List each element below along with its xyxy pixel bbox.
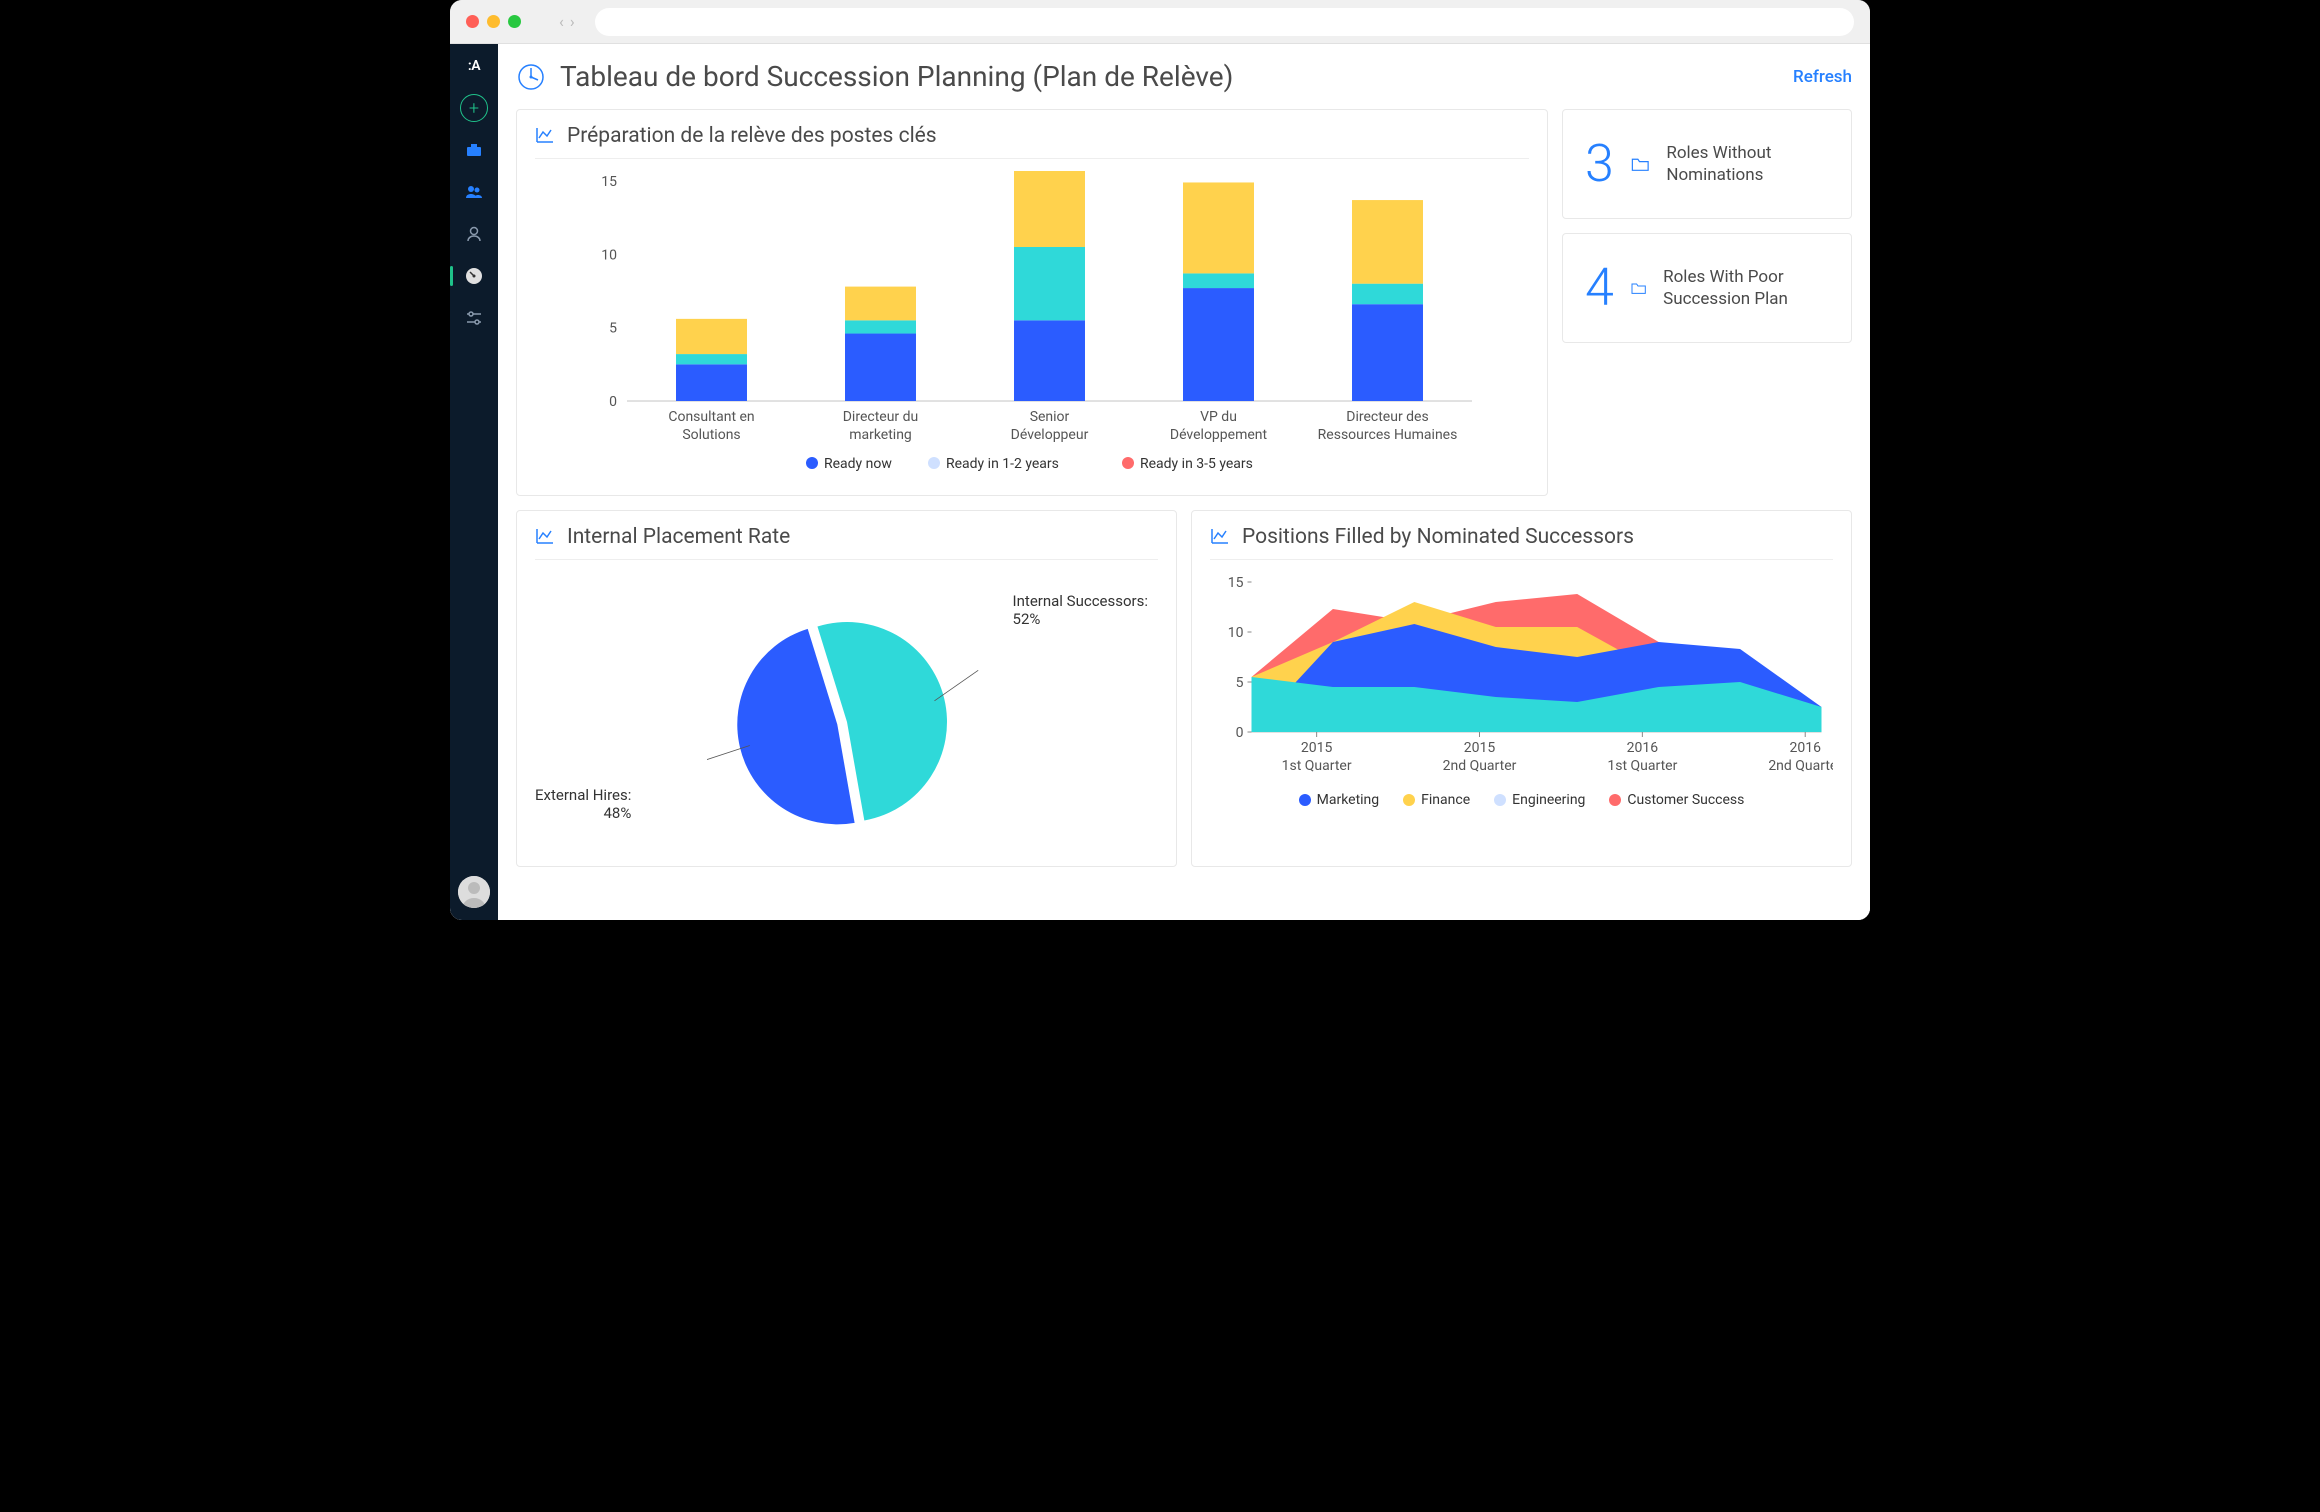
svg-text:Directeur du: Directeur du [843,409,919,425]
bar-chart-title: Préparation de la relève des postes clés [567,124,937,148]
stat-value: 3 [1585,138,1614,190]
pie-chart-card: Internal Placement Rate Internal Success… [516,510,1177,867]
sidebar-item-profile[interactable] [460,220,488,248]
back-arrow-icon[interactable]: ‹ [559,12,564,31]
legend-item: Finance [1403,792,1470,808]
stat-card-no-nominations[interactable]: 3 Roles Without Nominations [1562,109,1852,219]
svg-text:Ready in 1-2 years: Ready in 1-2 years [946,456,1059,472]
pie-chart-title: Internal Placement Rate [567,525,790,549]
refresh-link[interactable]: Refresh [1793,67,1852,87]
app-window: ‹ › :A + [450,0,1870,920]
area-legend: Marketing Finance Engineering Customer Succ… [1210,792,1833,808]
svg-text:2015: 2015 [1464,740,1496,756]
svg-text:10: 10 [1228,625,1244,641]
svg-text:Développement: Développement [1170,427,1268,443]
svg-text:1st Quarter: 1st Quarter [1607,758,1677,774]
page-title: Tableau de bord Succession Planning (Pla… [560,60,1779,93]
area-chart-title: Positions Filled by Nominated Successors [1242,525,1634,549]
svg-text:5: 5 [609,321,617,337]
stat-label: Roles Without Nominations [1666,142,1829,186]
svg-text:15: 15 [601,174,617,190]
briefcase-icon [464,140,484,160]
folder-icon [1630,151,1651,177]
dashboard-icon [516,62,546,92]
people-icon [464,182,484,202]
svg-text:Ready now: Ready now [824,456,892,472]
avatar-icon [458,876,490,908]
maximize-dot[interactable] [508,15,521,28]
pie-label-internal: Internal Successors: [1013,592,1148,610]
svg-text:2016: 2016 [1789,740,1821,756]
svg-text:VP du: VP du [1200,409,1237,425]
svg-text:0: 0 [1236,725,1244,741]
svg-text:Développeur: Développeur [1011,427,1089,443]
legend-dot [1403,794,1415,806]
legend-dot [1609,794,1621,806]
nav-arrows: ‹ › [559,12,575,31]
app-logo[interactable]: :A [460,52,488,80]
avatar[interactable] [458,876,490,908]
pie-percent-internal: 52% [1013,610,1041,628]
svg-text:Solutions: Solutions [682,427,740,443]
svg-text:10: 10 [601,247,617,263]
forward-arrow-icon[interactable]: › [570,12,575,31]
svg-text:Consultant en: Consultant en [668,409,754,425]
legend-label: Customer Success [1627,792,1744,808]
pie-percent-external: 48% [603,804,631,822]
stat-label: Roles With Poor Succession Plan [1663,266,1829,310]
svg-text:2016: 2016 [1627,740,1659,756]
legend-item: Marketing [1299,792,1380,808]
titlebar: ‹ › [450,0,1870,44]
sidebar-item-dashboard[interactable] [460,262,488,290]
stat-card-poor-plan[interactable]: 4 Roles With Poor Succession Plan [1562,233,1852,343]
add-button[interactable]: + [460,94,488,122]
legend-dot [1494,794,1506,806]
pie-label-external: External Hires: [535,786,631,804]
svg-text:2nd Quarter: 2nd Quarter [1768,758,1833,774]
sidebar-item-org[interactable] [460,136,488,164]
chart-line-icon [535,126,555,146]
svg-text:2nd Quarter: 2nd Quarter [1443,758,1517,774]
bar-chart: 0 5 10 15 Consultant en Solutions Directeur du… [535,171,1529,481]
svg-text:0: 0 [609,394,617,410]
svg-text:Senior: Senior [1030,409,1070,425]
sidebar-item-people[interactable] [460,178,488,206]
legend-dot [1299,794,1311,806]
close-dot[interactable] [466,15,479,28]
svg-text:2015: 2015 [1301,740,1333,756]
minimize-dot[interactable] [487,15,500,28]
stat-value: 4 [1585,262,1614,314]
legend-label: Marketing [1317,792,1380,808]
sliders-icon [465,309,483,327]
pie-chart: Internal Successors: 52% External Hires:… [535,572,1158,852]
area-chart-card: Positions Filled by Nominated Successors… [1191,510,1852,867]
chart-line-icon [535,527,555,547]
main-content: Tableau de bord Succession Planning (Pla… [498,44,1870,920]
svg-text:Ready in 3-5 years: Ready in 3-5 years [1140,456,1253,472]
legend-item: Engineering [1494,792,1585,808]
legend-label: Finance [1421,792,1470,808]
address-bar[interactable] [595,8,1854,36]
svg-text:1st Quarter: 1st Quarter [1282,758,1352,774]
gauge-icon [464,266,484,286]
svg-text:marketing: marketing [849,427,912,443]
traffic-lights [466,15,521,28]
sidebar-item-settings[interactable] [460,304,488,332]
page-header: Tableau de bord Succession Planning (Pla… [516,60,1852,93]
person-icon [465,225,483,243]
svg-text:Ressources Humaines: Ressources Humaines [1318,427,1458,443]
legend-label: Engineering [1512,792,1585,808]
chart-line-icon [1210,527,1230,547]
svg-text:5: 5 [1236,675,1244,691]
folder-icon [1630,275,1647,301]
legend-item: Customer Success [1609,792,1744,808]
svg-text:Directeur des: Directeur des [1346,409,1428,425]
bar-chart-card: Préparation de la relève des postes clés… [516,109,1548,496]
svg-text:15: 15 [1228,575,1244,591]
area-chart: 0 5 10 15 2015 1st Quarter 2015 2nd Quarter 2016… [1210,572,1833,782]
sidebar: :A + [450,44,498,920]
